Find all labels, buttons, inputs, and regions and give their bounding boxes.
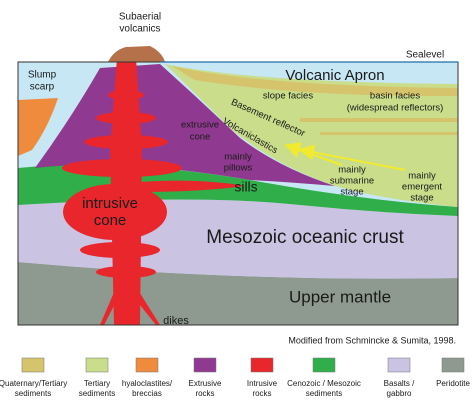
credit: Modified from Schmincke & Sumita, 1998. — [288, 335, 456, 345]
label: (widespread reflectors) — [347, 103, 444, 114]
arrow — [298, 144, 406, 171]
legend-swatch — [193, 357, 217, 373]
legend-swatch — [135, 357, 159, 373]
label: mainly — [408, 171, 436, 182]
legend-label: breccias — [132, 389, 162, 398]
summit — [108, 46, 165, 62]
label: intrusive — [82, 195, 138, 212]
label: slope facies — [263, 91, 313, 102]
label: cone — [190, 132, 211, 143]
label: Slump — [28, 70, 57, 81]
legend-label: sediments — [306, 389, 342, 398]
legend-label: Extrusive — [189, 379, 222, 388]
label: Sealevel — [406, 50, 444, 61]
label: sills — [234, 179, 257, 195]
label: Volcanic Apron — [285, 67, 384, 84]
label: volcanics — [119, 24, 160, 35]
label: stage — [410, 193, 433, 204]
label: Subaerial — [119, 12, 161, 23]
legend-label: Intrusive — [247, 379, 278, 388]
apron-layer — [165, 64, 458, 207]
label: Mesozoic oceanic crust — [206, 227, 404, 248]
label: pillows — [224, 163, 253, 174]
legend-label: rocks — [252, 389, 271, 398]
label: cone — [94, 212, 127, 229]
legend-swatch — [312, 357, 336, 373]
legend-label: sediments — [79, 389, 115, 398]
legend-label: Tertiary — [84, 379, 110, 388]
quaternary-layer — [300, 118, 458, 135]
legend-swatch — [250, 357, 274, 373]
label: basin facies — [370, 91, 420, 102]
label: submarine — [330, 176, 374, 187]
legend-label: hyaloclastites/ — [122, 379, 173, 388]
legend-label: gabbro — [387, 389, 412, 398]
slump-layer — [18, 98, 58, 156]
label: extrusive — [181, 120, 219, 131]
legend-label: Quaternary/Tertiary — [0, 379, 67, 388]
label: Upper mantle — [289, 287, 391, 306]
quaternary-layer — [172, 66, 458, 97]
label: dikes — [163, 315, 189, 327]
legend-label: sediments — [15, 389, 51, 398]
label: scarp — [30, 82, 55, 93]
legend-label: rocks — [195, 389, 214, 398]
legend-label: Cenozoic / Mesozoic — [287, 379, 361, 388]
legend-swatch — [85, 357, 109, 373]
label: mainly — [338, 165, 366, 176]
legend-swatch — [21, 357, 45, 373]
legend-label: Basalts / — [384, 379, 415, 388]
cross-section — [17, 46, 459, 326]
label: stage — [340, 187, 363, 198]
intrusive-body — [62, 58, 245, 325]
legend: Quaternary/TertiarysedimentsTertiarysedi… — [0, 357, 470, 398]
legend-swatch — [387, 357, 411, 373]
label: emergent — [402, 182, 442, 193]
legend-label: Peridotite — [436, 379, 470, 388]
legend-swatch — [441, 357, 465, 373]
label: mainly — [224, 152, 252, 163]
